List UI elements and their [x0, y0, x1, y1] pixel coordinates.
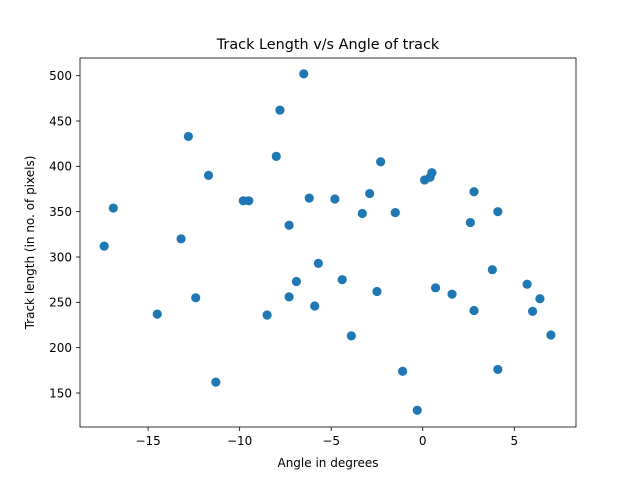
data-point: [275, 105, 285, 115]
data-point: [99, 241, 109, 251]
data-point: [535, 294, 545, 304]
y-axis-label: Track length (in no. of pixels): [23, 156, 37, 331]
data-point: [203, 170, 214, 181]
data-point: [528, 306, 538, 317]
data-point: [493, 207, 503, 217]
data-point: [337, 275, 347, 285]
data-point: [176, 234, 186, 244]
y-tick-label: 350: [49, 205, 72, 219]
data-point: [299, 69, 309, 79]
x-tick-label: −15: [135, 434, 160, 448]
data-point: [152, 309, 162, 319]
data-point: [398, 366, 408, 376]
data-points: [99, 69, 556, 415]
data-point: [244, 196, 254, 206]
data-point: [469, 305, 479, 316]
x-tick-label: −10: [227, 434, 252, 448]
data-point: [191, 293, 201, 303]
data-point: [465, 217, 475, 228]
data-point: [262, 310, 272, 320]
data-point: [447, 289, 457, 299]
data-point: [493, 364, 503, 375]
x-tick-label: −5: [322, 434, 340, 448]
data-point: [211, 377, 221, 387]
data-point: [304, 193, 314, 203]
data-point: [271, 151, 281, 161]
data-point: [522, 279, 532, 289]
y-axis-ticks: 150 200 250 300 350 400 450 500: [49, 69, 80, 400]
data-point: [313, 258, 323, 268]
data-point: [376, 157, 386, 167]
data-point: [430, 283, 441, 293]
data-point: [365, 188, 375, 199]
data-point: [357, 208, 367, 219]
data-point: [108, 203, 118, 213]
data-point: [284, 220, 294, 230]
y-tick-label: 150: [49, 386, 72, 400]
y-tick-label: 500: [49, 69, 72, 83]
data-point: [390, 207, 400, 218]
data-point: [310, 301, 320, 311]
data-point: [546, 330, 556, 340]
data-point: [412, 405, 422, 415]
data-point: [372, 286, 382, 297]
data-point: [346, 331, 356, 341]
chart-title: Track Length v/s Angle of track: [216, 37, 440, 53]
y-tick-label: 200: [49, 341, 72, 355]
x-axis-ticks: −15 −10 −5 0 5: [135, 427, 518, 448]
y-tick-label: 450: [49, 114, 72, 128]
data-point: [330, 194, 340, 204]
x-tick-label: 0: [419, 434, 427, 448]
data-point: [487, 265, 497, 275]
x-tick-label: 5: [510, 434, 518, 448]
data-point: [284, 292, 294, 302]
data-point: [427, 168, 437, 178]
axes-frame: [79, 57, 577, 428]
y-tick-label: 400: [49, 160, 72, 174]
data-point: [469, 187, 479, 197]
y-tick-label: 250: [49, 296, 72, 310]
x-axis-label: Angle in degrees: [277, 456, 378, 470]
data-point: [183, 131, 193, 142]
data-point: [291, 276, 302, 287]
y-tick-label: 300: [49, 250, 72, 264]
